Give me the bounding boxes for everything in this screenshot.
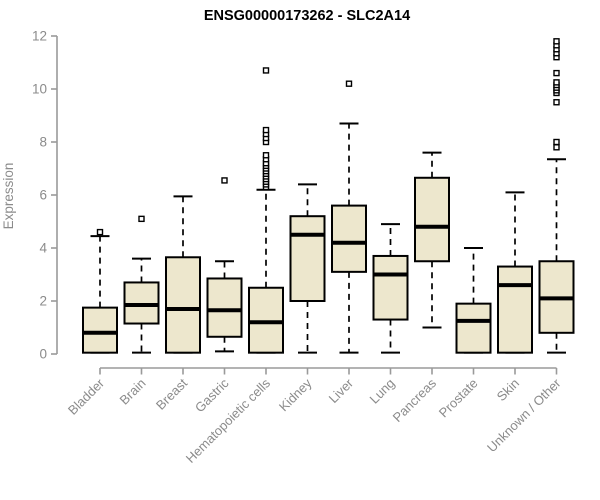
iqr-box bbox=[372, 254, 409, 321]
box-pancreas bbox=[414, 151, 450, 329]
boxes-group bbox=[82, 38, 575, 354]
outlier-point bbox=[553, 138, 560, 146]
x-tick-label: Unknown / Other bbox=[484, 375, 564, 455]
box-lung bbox=[372, 223, 409, 354]
y-tick-label: 6 bbox=[39, 188, 47, 203]
outlier-point bbox=[138, 215, 145, 223]
box-bladder bbox=[82, 228, 118, 354]
iqr-box bbox=[206, 277, 243, 338]
iqr-box bbox=[497, 265, 533, 354]
outlier-point bbox=[553, 69, 560, 77]
box-liver bbox=[331, 80, 367, 354]
iqr-box bbox=[331, 204, 367, 273]
y-tick-label: 2 bbox=[39, 294, 47, 309]
y-tick-label: 10 bbox=[32, 82, 47, 97]
iqr-box bbox=[289, 215, 326, 302]
outlier-point bbox=[345, 80, 353, 87]
x-tick-label: Prostate bbox=[436, 376, 481, 421]
iqr-box bbox=[165, 256, 201, 354]
iqr-box bbox=[414, 176, 450, 263]
outlier-point bbox=[553, 99, 560, 106]
x-tick-label: Brain bbox=[117, 376, 149, 408]
x-tick-label: Pancreas bbox=[390, 375, 440, 425]
y-tick-label: 4 bbox=[39, 241, 47, 256]
x-tick-label: Liver bbox=[326, 375, 357, 406]
iqr-box bbox=[82, 306, 118, 354]
outlier-point bbox=[96, 228, 104, 236]
box-prostate bbox=[455, 247, 492, 354]
x-tick-label: Skin bbox=[494, 376, 522, 404]
iqr-box bbox=[455, 302, 492, 354]
outlier-point bbox=[553, 144, 560, 151]
outlier-point bbox=[221, 177, 228, 184]
outlier-point bbox=[262, 126, 270, 134]
box-unknown-other bbox=[538, 38, 575, 354]
x-tick-label: Lung bbox=[367, 376, 398, 407]
x-tick-label: Bladder bbox=[65, 375, 108, 418]
outlier-point bbox=[262, 152, 270, 159]
box-gastric bbox=[206, 177, 243, 353]
y-tick-label: 0 bbox=[39, 347, 47, 362]
y-tick-label: 12 bbox=[32, 29, 47, 44]
box-brain bbox=[123, 215, 160, 354]
y-axis-label: Expression bbox=[1, 163, 16, 230]
box-skin bbox=[497, 191, 533, 354]
outlier-point bbox=[553, 79, 560, 86]
outlier-point bbox=[553, 38, 560, 45]
chart-title: ENSG00000173262 - SLC2A14 bbox=[204, 8, 410, 24]
x-tick-label: Gastric bbox=[192, 375, 232, 415]
box-breast bbox=[165, 195, 201, 354]
box-kidney bbox=[289, 183, 326, 354]
box-hematopoietic-cells bbox=[248, 67, 284, 354]
outlier-point bbox=[262, 67, 270, 74]
x-tick-label: Kidney bbox=[276, 375, 315, 414]
y-tick-label: 8 bbox=[39, 135, 47, 150]
x-tick-label: Breast bbox=[153, 375, 190, 412]
